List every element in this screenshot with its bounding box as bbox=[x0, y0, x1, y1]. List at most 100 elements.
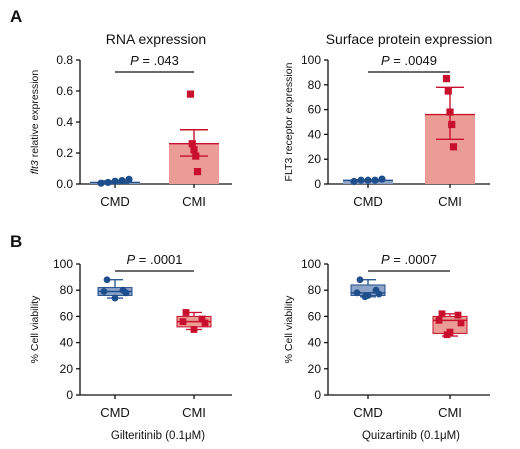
data-point-cmd bbox=[118, 176, 126, 185]
p-value-symbol: P bbox=[130, 53, 139, 68]
data-point-cmi bbox=[182, 309, 190, 316]
y-tick-label: 60 bbox=[308, 309, 322, 323]
y-tick-label: 0.6 bbox=[56, 84, 73, 98]
x-tick-label-cmi: CMI bbox=[182, 405, 206, 420]
y-tick-label: 100 bbox=[301, 257, 321, 271]
p-value-number: = .0007 bbox=[390, 252, 437, 267]
data-point-cmd bbox=[375, 290, 383, 298]
gilteritinib-viability-chart: 0 20 40 60 80 100 % Cell viability CMD CMI Gilter… bbox=[29, 252, 232, 442]
y-tick-label: 0 bbox=[66, 388, 73, 402]
y-tick-label: 40 bbox=[308, 336, 322, 350]
y-tick-label: 40 bbox=[308, 127, 322, 141]
x-tick-label-cmi: CMI bbox=[182, 194, 206, 209]
y-tick-label: 0.8 bbox=[56, 53, 73, 67]
p-value-symbol: P bbox=[381, 252, 390, 267]
data-point-cmi bbox=[193, 168, 202, 176]
data-point-cmi bbox=[442, 75, 451, 83]
y-tick-label: 0.4 bbox=[56, 115, 73, 129]
p-value-symbol: P bbox=[381, 53, 390, 68]
data-point-cmd bbox=[122, 289, 130, 297]
x-tick-label-cmd: CMD bbox=[353, 405, 383, 420]
panel-label-b: B bbox=[10, 232, 22, 251]
data-point-cmi bbox=[190, 326, 198, 333]
data-point-cmd bbox=[378, 175, 386, 183]
x-tick-label-cmd: CMD bbox=[100, 405, 130, 420]
x-axis-label: Quizartinib (0.1μM) bbox=[362, 430, 460, 442]
x-axis-label: Gilteritinib (0.1μM) bbox=[111, 430, 205, 442]
chart-title: Surface protein expression bbox=[326, 31, 493, 47]
x-tick-label-cmd: CMD bbox=[100, 194, 130, 209]
x-tick-label-cmi: CMI bbox=[438, 194, 462, 209]
p-value-label: P = .043 bbox=[130, 53, 179, 68]
y-tick-label: 20 bbox=[60, 362, 74, 376]
y-axis-label-text: % Cell viability bbox=[283, 295, 295, 363]
p-value-number: = .0001 bbox=[135, 252, 182, 267]
data-point-cmi bbox=[179, 318, 187, 326]
y-tick-label: 80 bbox=[308, 78, 322, 92]
rna-expression-chart: RNA expression 0.0 0.2 0.4 0.6 0.8 flt3 relati… bbox=[29, 31, 232, 209]
data-point-cmi bbox=[438, 310, 446, 318]
data-point-cmd bbox=[357, 176, 365, 184]
y-axis-label: % Cell viability bbox=[283, 295, 295, 363]
p-value-label: P = .0001 bbox=[126, 252, 182, 267]
data-point-cmd bbox=[111, 294, 119, 302]
data-point-cmi bbox=[449, 143, 458, 151]
y-tick-label: 60 bbox=[308, 103, 322, 117]
data-point-cmi bbox=[186, 90, 195, 98]
data-point-cmd bbox=[356, 276, 364, 284]
data-point-cmd bbox=[353, 289, 361, 297]
data-point-cmd bbox=[103, 276, 111, 284]
chart-title: RNA expression bbox=[106, 31, 206, 47]
y-tick-label: 20 bbox=[308, 152, 322, 166]
y-tick-label: 100 bbox=[53, 257, 73, 271]
p-value-symbol: P bbox=[126, 252, 135, 267]
quizartinib-viability-chart: 0 20 40 60 80 100 % Cell viability CMD CMI Quizar… bbox=[283, 252, 490, 442]
y-tick-label: 20 bbox=[308, 362, 322, 376]
data-point-cmd bbox=[97, 179, 105, 187]
x-tick-label-cmd: CMD bbox=[353, 194, 383, 209]
y-tick-label: 0 bbox=[314, 177, 321, 191]
p-value-label: P = .0049 bbox=[381, 53, 437, 68]
y-tick-label: 60 bbox=[60, 309, 74, 323]
p-value-label: P = .0007 bbox=[381, 252, 437, 267]
data-point-cmi bbox=[190, 146, 198, 154]
data-point-cmd bbox=[104, 178, 112, 187]
data-point-cmi bbox=[446, 108, 454, 116]
panel-label-a: A bbox=[10, 7, 22, 26]
y-axis-label: % Cell viability bbox=[29, 295, 41, 363]
y-tick-label: 80 bbox=[308, 283, 322, 297]
data-point-cmi bbox=[448, 120, 456, 129]
data-point-cmd bbox=[364, 176, 372, 184]
data-point-cmi bbox=[192, 152, 200, 160]
y-axis-label-text: FLT3 receptor expression bbox=[283, 62, 295, 181]
data-point-cmi bbox=[443, 331, 451, 339]
y-axis-label: FLT3 receptor expression bbox=[283, 62, 295, 181]
y-tick-label: 0 bbox=[314, 388, 321, 402]
data-point-cmd bbox=[350, 177, 358, 186]
data-point-cmi bbox=[198, 315, 206, 323]
data-point-cmi bbox=[454, 311, 462, 319]
data-point-cmi bbox=[435, 316, 443, 324]
p-value-number: = .0049 bbox=[390, 53, 437, 68]
y-tick-label: 0.2 bbox=[56, 146, 73, 160]
data-point-cmi bbox=[457, 319, 465, 327]
p-value-number: = .043 bbox=[139, 53, 179, 68]
data-point-cmd bbox=[125, 175, 133, 183]
data-point-cmi bbox=[444, 87, 452, 95]
x-tick-label-cmi: CMI bbox=[438, 405, 462, 420]
y-tick-label: 40 bbox=[60, 336, 74, 350]
data-point-cmd bbox=[371, 176, 379, 184]
y-tick-label: 100 bbox=[301, 53, 321, 67]
y-axis-label-text: % Cell viability bbox=[29, 295, 41, 363]
data-point-cmd bbox=[361, 293, 369, 301]
data-point-cmd bbox=[100, 288, 108, 295]
y-axis-label: flt3 relative expression bbox=[29, 70, 41, 175]
y-tick-label: 80 bbox=[60, 283, 74, 297]
y-axis-label-gene: flt3 bbox=[29, 160, 41, 174]
surface-protein-chart: Surface protein expression 0 20 40 60 80 100 FL… bbox=[283, 31, 492, 209]
data-point-cmd bbox=[111, 177, 119, 185]
y-tick-label: 0.0 bbox=[56, 177, 73, 191]
data-point-cmi bbox=[201, 319, 209, 327]
y-axis-label-text: relative expression bbox=[29, 70, 41, 161]
